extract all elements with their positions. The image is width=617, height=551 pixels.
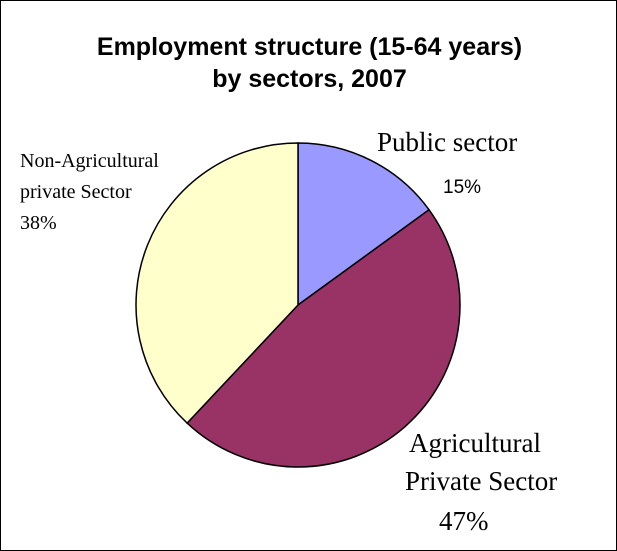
label-agricultural-line-2: Private Sector: [405, 466, 557, 496]
label-public-sector: Public sector: [377, 127, 517, 157]
slice-nonagricultural-private-sector: [135, 142, 299, 425]
pct-public-sector: 15%: [443, 177, 481, 198]
chart-title-line-2: by sectors, 2007: [212, 65, 407, 93]
slice-agricultural-private-sector: [186, 208, 461, 468]
chart-title: Employment structure (15-64 years) by se…: [1, 31, 617, 95]
chart-title-line-1: Employment structure (15-64 years): [96, 33, 523, 61]
pct-nonagricultural: 38%: [20, 212, 57, 234]
pie-slices: [135, 142, 461, 468]
label-agricultural-line-1: Agricultural: [409, 428, 541, 458]
slice-public-sector: [297, 142, 431, 307]
label-nonagricultural-line-1: Non-Agricultural: [20, 150, 159, 172]
label-nonagricultural-line-2: private Sector: [20, 181, 132, 203]
pct-agricultural: 47%: [439, 506, 489, 536]
